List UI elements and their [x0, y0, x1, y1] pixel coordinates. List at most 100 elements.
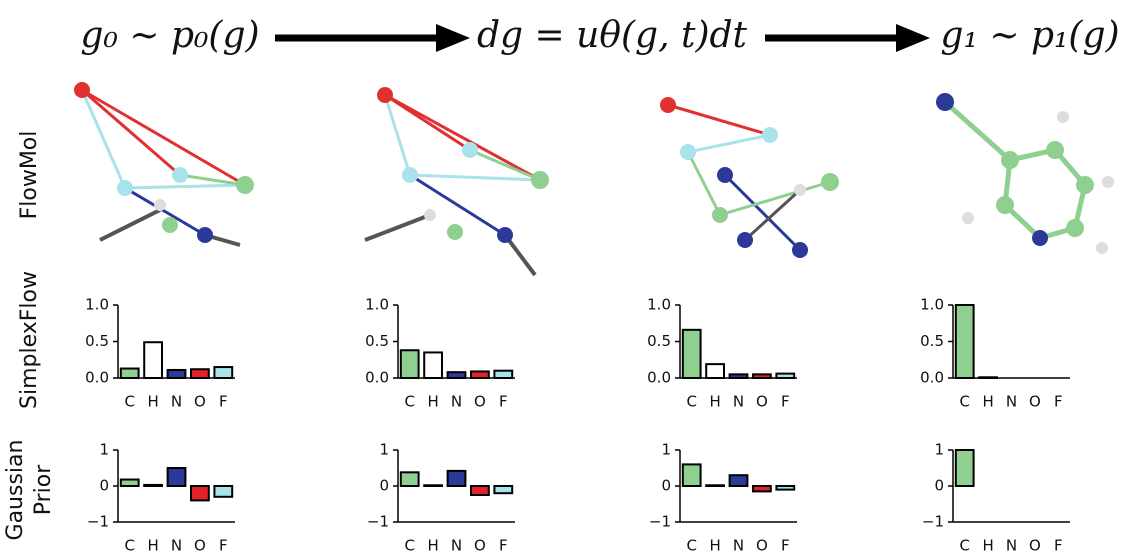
bar: [121, 480, 139, 486]
y-tick-label: 0.0: [85, 369, 109, 387]
x-tick-label: H: [982, 393, 993, 411]
y-tick-label: 0.5: [365, 332, 389, 350]
x-tick-label: H: [147, 537, 158, 554]
x-tick-label: O: [194, 393, 206, 411]
y-tick-label: 1.0: [365, 296, 389, 314]
x-tick-label: F: [219, 537, 228, 554]
bar: [448, 372, 466, 378]
bar: [191, 369, 209, 378]
x-tick-label: C: [959, 537, 969, 554]
arrow-head: [436, 24, 470, 52]
y-tick-label: 1.0: [647, 296, 671, 314]
y-tick-label: 0.5: [85, 332, 109, 350]
molecules: [74, 82, 1114, 275]
x-tick-label: C: [404, 393, 414, 411]
x-tick-label: H: [147, 393, 158, 411]
bar: [776, 374, 794, 378]
y-tick-label: 0.0: [365, 369, 389, 387]
molecule: [74, 82, 254, 245]
bar: [168, 468, 186, 486]
x-tick-label: H: [709, 393, 720, 411]
bar: [683, 464, 701, 486]
x-tick-label: F: [781, 537, 790, 554]
bar: [424, 485, 442, 486]
y-tick-label: 0.5: [920, 332, 944, 350]
arrow-head: [896, 24, 930, 52]
row-label: SimplexFlow: [17, 271, 42, 409]
x-tick-label: C: [686, 537, 696, 554]
bar: [214, 367, 232, 378]
x-tick-label: C: [124, 537, 134, 554]
x-tick-label: F: [219, 393, 228, 411]
bar: [753, 486, 771, 491]
x-tick-label: O: [756, 393, 768, 411]
x-tick-label: O: [1029, 537, 1041, 554]
x-tick-label: N: [1006, 393, 1017, 411]
x-tick-label: F: [1054, 393, 1063, 411]
x-tick-label: O: [1029, 393, 1041, 411]
bar: [144, 342, 162, 378]
bar: [776, 486, 794, 490]
x-tick-label: C: [686, 393, 696, 411]
x-tick-label: F: [1054, 537, 1063, 554]
y-tick-label: 0.0: [920, 369, 944, 387]
bar: [214, 486, 232, 497]
header: g₀ ∼ p₀(g) dg = uθ(g, t)dt g₁ ∼ p₁(g): [80, 15, 1119, 56]
bar: [494, 371, 512, 378]
bar: [401, 472, 419, 486]
x-tick-label: O: [474, 393, 486, 411]
x-tick-label: C: [404, 537, 414, 554]
bar: [979, 377, 997, 378]
x-tick-label: C: [959, 393, 969, 411]
y-tick-label: 0.5: [647, 332, 671, 350]
bar: [121, 369, 139, 378]
x-tick-label: N: [171, 537, 182, 554]
bar: [706, 485, 724, 486]
x-tick-label: H: [982, 537, 993, 554]
x-tick-label: N: [733, 393, 744, 411]
molecule: [365, 87, 549, 275]
y-tick-label: 1: [934, 441, 944, 459]
molecule: [660, 97, 839, 258]
y-tick-label: 1: [661, 441, 671, 459]
bar: [730, 374, 748, 378]
y-tick-label: −1: [367, 513, 389, 531]
y-tick-label: 0: [379, 477, 389, 495]
y-tick-label: −1: [649, 513, 671, 531]
bar: [956, 450, 974, 486]
x-tick-label: O: [756, 537, 768, 554]
bar: [448, 471, 466, 486]
y-tick-label: −1: [922, 513, 944, 531]
y-tick-label: 0: [99, 477, 109, 495]
x-tick-label: F: [499, 537, 508, 554]
x-tick-label: F: [499, 393, 508, 411]
bar: [956, 305, 974, 378]
bar: [401, 350, 419, 378]
bar: [730, 475, 748, 486]
bar: [191, 486, 209, 500]
x-tick-label: O: [474, 537, 486, 554]
bar: [168, 370, 186, 378]
x-tick-label: H: [709, 537, 720, 554]
y-tick-label: 0.0: [647, 369, 671, 387]
step-label: dg = uθ(g, t)dt: [477, 15, 748, 56]
bar: [706, 364, 724, 378]
figure: g₀ ∼ p₀(g) dg = uθ(g, t)dt g₁ ∼ p₁(g) Fl…: [0, 0, 1130, 554]
x-tick-label: O: [194, 537, 206, 554]
bar: [471, 486, 489, 495]
x-tick-label: F: [781, 393, 790, 411]
y-tick-label: 1: [379, 441, 389, 459]
x-tick-label: N: [171, 393, 182, 411]
y-tick-label: 1.0: [85, 296, 109, 314]
step-label: g₀ ∼ p₀(g): [80, 15, 259, 56]
x-tick-label: N: [451, 393, 462, 411]
y-tick-label: 0: [661, 477, 671, 495]
y-tick-label: 1: [99, 441, 109, 459]
bar: [683, 330, 701, 378]
step-label: g₁ ∼ p₁(g): [940, 15, 1119, 56]
x-tick-label: N: [451, 537, 462, 554]
x-tick-label: N: [1006, 537, 1017, 554]
row-label: Gaussian: [3, 440, 28, 541]
x-tick-label: N: [733, 537, 744, 554]
x-tick-label: H: [427, 393, 438, 411]
